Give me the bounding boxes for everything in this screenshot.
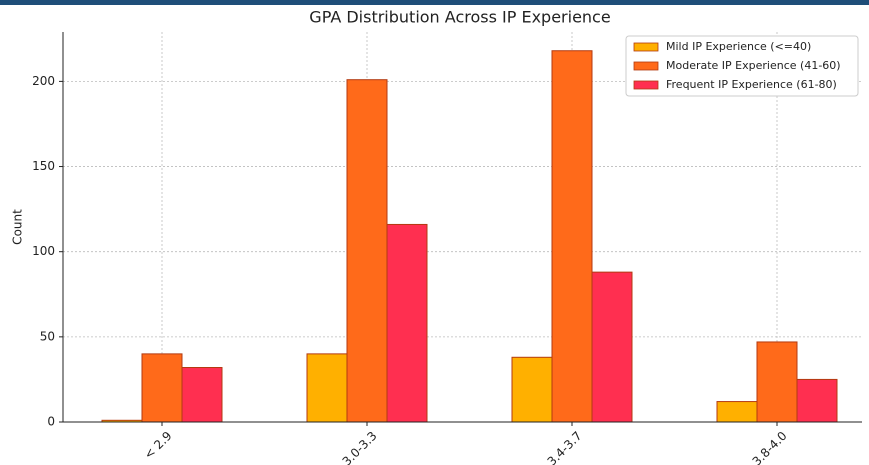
y-tick-label: 150: [32, 159, 55, 173]
legend-label: Mild IP Experience (<=40): [666, 40, 811, 53]
bar: [141, 353, 183, 423]
bar: [716, 401, 758, 423]
chart-title: GPA Distribution Across IP Experience: [309, 8, 610, 27]
top-band: [0, 0, 869, 5]
x-tick-label: 3.0-3.3: [340, 429, 380, 465]
bar: [386, 223, 428, 423]
x-tick-label: 3.4-3.7: [545, 429, 585, 465]
x-tick-label: 3.8-4.0: [750, 429, 790, 465]
bar: [306, 353, 348, 423]
y-tick-label: 100: [32, 244, 55, 258]
legend-swatch: [633, 80, 659, 90]
legend-swatch: [633, 42, 659, 52]
bar: [511, 356, 553, 423]
legend-box: [625, 35, 859, 97]
y-axis-label: Count: [11, 209, 25, 245]
x-tick-label: < 2.9: [141, 429, 174, 462]
bar: [346, 79, 388, 423]
y-tick-label: 0: [47, 415, 55, 429]
bar: [181, 367, 223, 423]
legend-label: Moderate IP Experience (41-60): [666, 59, 841, 72]
y-tick-label: 50: [40, 329, 55, 343]
legend-swatch: [633, 61, 659, 71]
legend-label: Frequent IP Experience (61-80): [666, 78, 837, 91]
bar: [551, 50, 593, 423]
bar: [756, 341, 798, 423]
bar: [591, 271, 633, 423]
bar: [796, 378, 838, 423]
y-tick-label: 200: [32, 74, 55, 88]
